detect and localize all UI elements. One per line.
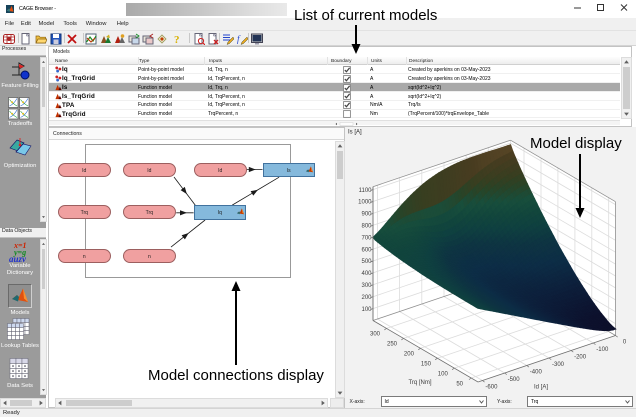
svg-text:-400: -400 xyxy=(530,370,543,376)
svg-text:250: 250 xyxy=(387,342,398,348)
svg-text:200: 200 xyxy=(361,295,372,301)
svg-text:800: 800 xyxy=(361,224,372,230)
svg-text:Trq [Nm]: Trq [Nm] xyxy=(408,380,431,386)
svg-text:x=1: x=1 xyxy=(13,241,27,250)
svg-text:Is [A]: Is [A] xyxy=(348,130,362,136)
svg-text:Id [A]: Id [A] xyxy=(534,385,548,391)
svg-text:1100: 1100 xyxy=(359,188,373,194)
svg-text:300: 300 xyxy=(361,283,372,289)
svg-text:f: f xyxy=(237,34,241,44)
svg-text:400: 400 xyxy=(361,271,372,277)
svg-text:-200: -200 xyxy=(574,355,587,361)
svg-text:100: 100 xyxy=(361,307,372,313)
svg-text:auzy: auzy xyxy=(9,254,27,262)
svg-text:200: 200 xyxy=(404,352,415,358)
svg-text:500: 500 xyxy=(361,259,372,265)
svg-text:900: 900 xyxy=(361,212,372,218)
svg-text:100: 100 xyxy=(438,371,449,377)
svg-text:300: 300 xyxy=(370,332,381,338)
svg-text:?: ? xyxy=(174,34,180,45)
svg-text:y=g: y=g xyxy=(13,248,26,257)
svg-text:700: 700 xyxy=(361,235,372,241)
svg-text:150: 150 xyxy=(421,362,432,368)
svg-text:-600: -600 xyxy=(485,385,498,391)
svg-text:1000: 1000 xyxy=(358,200,372,206)
svg-text:-500: -500 xyxy=(508,377,521,383)
svg-text:-300: -300 xyxy=(552,362,565,368)
svg-text:600: 600 xyxy=(361,247,372,253)
svg-text:-100: -100 xyxy=(596,347,609,353)
svg-text:0: 0 xyxy=(623,340,627,346)
svg-text:50: 50 xyxy=(456,381,463,387)
